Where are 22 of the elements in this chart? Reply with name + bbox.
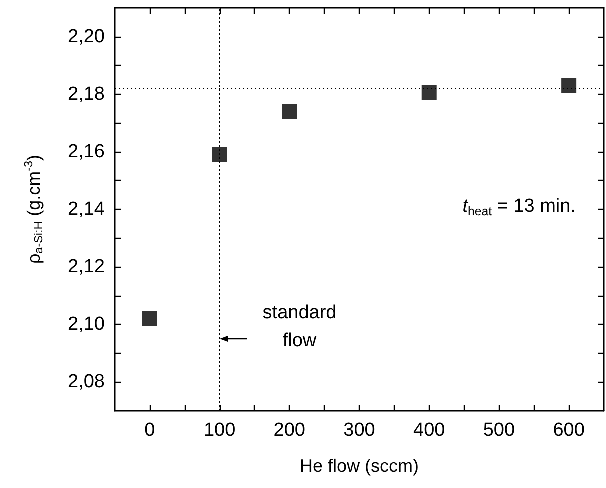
x-tick-label: 300 bbox=[344, 420, 376, 441]
x-tick-label: 600 bbox=[553, 420, 585, 441]
point bbox=[142, 311, 158, 326]
y-axis-title: ρa-Si:H (g.cm-3) bbox=[22, 154, 46, 264]
y-tick-label: 2,18 bbox=[68, 84, 105, 105]
point bbox=[282, 104, 298, 120]
x-tick-label: 500 bbox=[483, 420, 516, 441]
annotation: standard flow bbox=[262, 302, 337, 352]
y-tick-label: 2,20 bbox=[68, 26, 105, 48]
point bbox=[422, 85, 437, 100]
point bbox=[212, 147, 228, 162]
x-tick-label: 200 bbox=[274, 420, 306, 441]
x-tick-label: 100 bbox=[204, 420, 236, 441]
y-tick-label: 2,16 bbox=[68, 141, 105, 162]
y-tick-label: 2,14 bbox=[68, 199, 106, 220]
x-axis-title: He flow (sccm) bbox=[300, 456, 420, 476]
x-tick-label: 0 bbox=[144, 420, 156, 441]
x-tick-label: 400 bbox=[414, 420, 446, 441]
y-tick-label: 2,10 bbox=[68, 314, 105, 336]
y-tick-label: 2,12 bbox=[68, 256, 105, 278]
y-tick-label: 2,08 bbox=[68, 372, 105, 393]
point bbox=[562, 78, 577, 94]
